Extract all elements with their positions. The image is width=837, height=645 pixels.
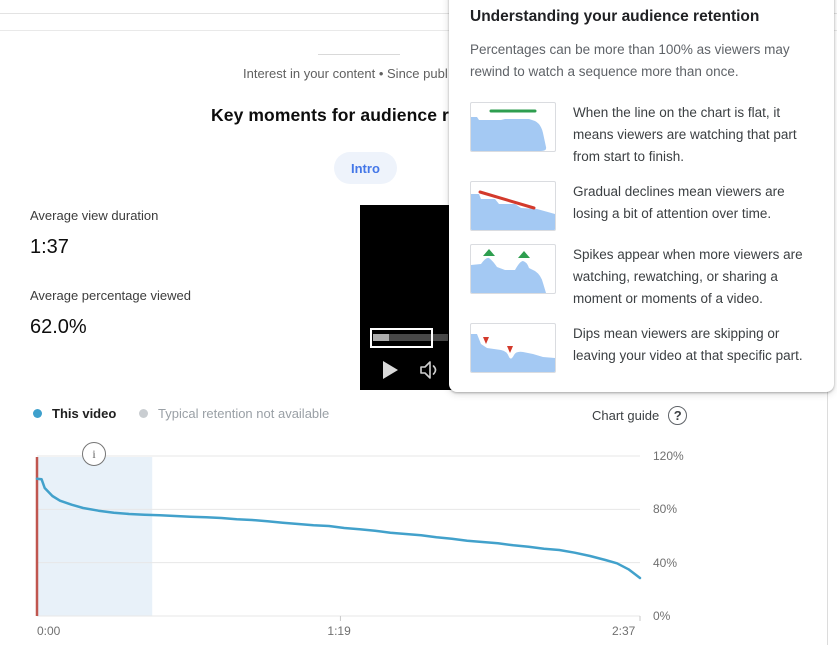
tooltip-item-flat-text: When the line on the chart is flat, it m… (573, 105, 797, 164)
tooltip-item-dips: Dips mean viewers are skipping or leavin… (470, 323, 813, 373)
chart-guide-button[interactable]: Chart guide ? (592, 406, 688, 425)
info-icon[interactable]: i (82, 442, 106, 466)
avg-view-duration-value: 1:37 (30, 236, 69, 258)
tooltip-item-decline: Gradual declines mean viewers are losing… (470, 181, 813, 231)
chart-guide-label: Chart guide (592, 408, 660, 423)
legend-this-video-label: This video (52, 406, 117, 421)
tooltip-item-spikes-text: Spikes appear when more viewers are watc… (573, 247, 803, 306)
section-divider (0, 30, 837, 31)
legend-this-video[interactable]: This video (33, 406, 116, 421)
gradual-decline-illustration-icon (470, 181, 556, 231)
retention-chart-canvas (35, 455, 642, 621)
chart-guide-tooltip: Understanding your audience retention Pe… (449, 0, 834, 392)
video-progress-fill (373, 334, 389, 341)
chapter-chip-intro[interactable]: Intro (334, 152, 397, 184)
y-axis-label: 120% (653, 449, 684, 463)
x-axis-label: 0:00 (37, 624, 61, 638)
speaker-icon (420, 361, 437, 379)
tooltip-item-spikes: Spikes appear when more viewers are watc… (470, 244, 813, 310)
retention-chart[interactable]: i 0% 40% 80% 120% 0:00 1:19 2:37 (0, 440, 837, 645)
context-line: Interest in your content • Since publ (243, 66, 448, 81)
tooltip-item-flat: When the line on the chart is flat, it m… (470, 102, 813, 168)
dips-illustration-icon (470, 323, 556, 373)
volume-button[interactable] (418, 358, 442, 382)
page-title: Key moments for audience re (211, 105, 459, 125)
help-icon[interactable]: ? (668, 406, 688, 425)
flat-line-illustration-icon (470, 102, 556, 152)
legend-typical-retention[interactable]: Typical retention not available (139, 406, 329, 421)
play-button[interactable] (380, 358, 400, 382)
x-axis-label: 2:37 (612, 624, 636, 638)
avg-percentage-viewed-value: 62.0% (30, 316, 87, 338)
y-axis-label: 80% (653, 502, 678, 517)
tooltip-item-decline-text: Gradual declines mean viewers are losing… (573, 184, 785, 221)
tooltip-title: Understanding your audience retention (470, 8, 760, 25)
video-progress-track[interactable] (373, 334, 448, 341)
avg-percentage-viewed-label: Average percentage viewed (30, 288, 191, 303)
y-axis-label: 40% (653, 555, 678, 570)
tooltip-item-dips-text: Dips mean viewers are skipping or leavin… (573, 326, 803, 363)
tooltip-intro-text: Percentages can be more than 100% as vie… (470, 42, 790, 79)
subtitle-divider (318, 54, 400, 55)
typical-retention-dot-icon (139, 409, 148, 418)
spikes-illustration-icon (470, 244, 556, 294)
avg-view-duration-label: Average view duration (30, 208, 159, 223)
tooltip-item-list: When the line on the chart is flat, it m… (470, 102, 813, 373)
x-axis-label: 1:19 (327, 624, 351, 638)
this-video-dot-icon (33, 409, 42, 418)
play-icon (383, 361, 398, 379)
video-progress-focus-box (370, 328, 433, 348)
legend-typical-label: Typical retention not available (158, 406, 330, 421)
top-divider (0, 13, 837, 14)
y-axis-label: 0% (653, 609, 671, 623)
